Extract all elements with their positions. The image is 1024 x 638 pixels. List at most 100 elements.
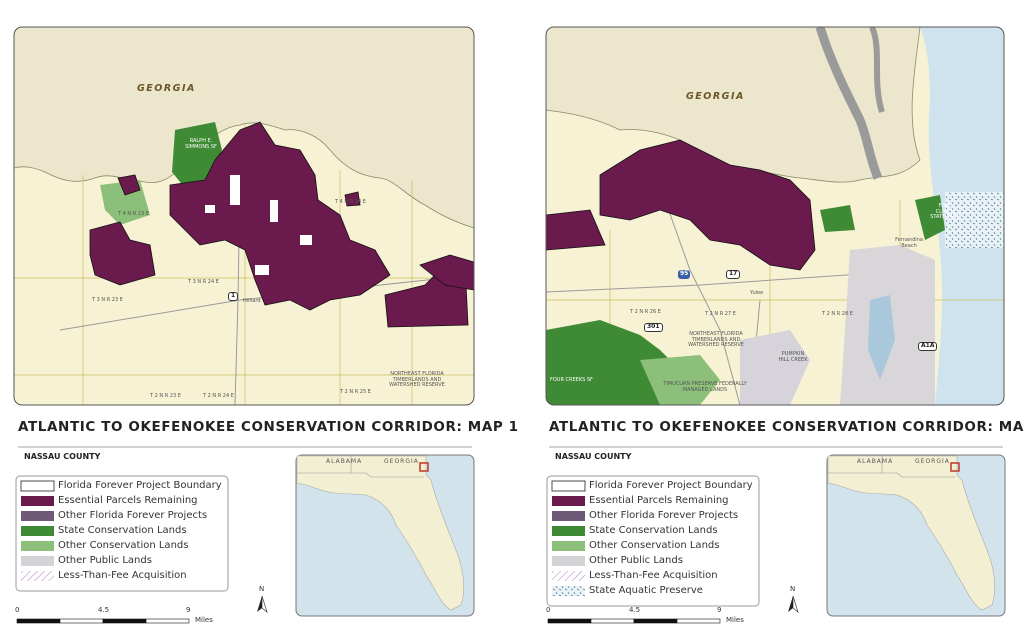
legend-swatch — [552, 556, 585, 566]
north-arrow — [792, 595, 799, 613]
map-label: RALPH E. SIMMONS SF — [185, 138, 217, 150]
essential-parcel — [89, 221, 156, 286]
legend-swatch — [551, 480, 586, 492]
county-name: NASSAU COUNTY — [24, 452, 101, 461]
north-label: N — [259, 585, 265, 593]
inset-label: ALABAMA — [857, 458, 894, 465]
map-title: ATLANTIC TO OKEFENOKEE CONSERVATION CORR… — [549, 419, 1024, 435]
inset-land — [296, 455, 465, 611]
parcel-gap — [205, 205, 215, 213]
map-label: T 4 N R 23 E — [118, 211, 149, 217]
legend-label: State Conservation Lands — [589, 525, 718, 536]
legend-swatch — [21, 526, 54, 536]
legend-swatch — [21, 541, 54, 551]
map-label: FORT CLINCH STATE PARK — [930, 203, 960, 220]
map-label: GEORGIA — [686, 91, 745, 102]
map-title: ATLANTIC TO OKEFENOKEE CONSERVATION CORR… — [18, 419, 519, 435]
legend-swatch — [552, 511, 585, 521]
georgia-land — [546, 27, 921, 183]
scale-label: 4.5 — [98, 606, 110, 614]
scale-segment — [590, 618, 635, 624]
essential-parcel — [599, 139, 816, 271]
inset-locator — [419, 462, 429, 472]
legend-label: Less-Than-Fee Acquisition — [589, 570, 718, 581]
map-label: 95 — [678, 270, 691, 279]
north-arrow — [257, 596, 262, 612]
map-label: Yulee — [750, 290, 764, 296]
map-label: FOUR CREEKS SF — [550, 377, 593, 383]
state-conservation-land — [915, 195, 945, 240]
inset-boundary — [828, 456, 955, 478]
legend-swatch — [552, 496, 585, 506]
aquatic-preserve — [945, 192, 1004, 248]
legend-label: Florida Forever Project Boundary — [58, 480, 222, 491]
map-label: Fernandina Beach — [895, 237, 923, 249]
legend-label: Other Public Lands — [58, 555, 152, 566]
other-conservation-land — [640, 355, 720, 405]
map-label: T 2 N R 25 E — [340, 389, 371, 395]
river — [815, 27, 883, 180]
inset-locator — [950, 462, 960, 472]
north-arrow — [261, 595, 268, 613]
inset-land — [827, 455, 996, 611]
legend-swatch — [552, 541, 585, 551]
legend-label: Less-Than-Fee Acquisition — [58, 570, 187, 581]
scale-segment — [633, 618, 678, 624]
inset-map — [826, 454, 1006, 617]
legend-label: Other Florida Forever Projects — [58, 510, 208, 521]
map-label: 301 — [644, 323, 663, 332]
scale-label: 0 — [15, 606, 20, 614]
legend-swatch — [21, 511, 54, 521]
legend-swatch — [21, 496, 54, 506]
map-label: T 4 N R 24 E — [335, 199, 366, 205]
scale-segment — [676, 618, 721, 624]
map-label: 17 — [726, 270, 741, 279]
scale-segment — [102, 618, 147, 624]
map-label: T 3 N R 24 E — [188, 279, 219, 285]
map-label: TIMUCUAN PRESERVE FEDERALLY MANAGED LAND… — [663, 381, 747, 393]
inset-label: GEORGIA — [384, 458, 419, 465]
inset-boundary — [297, 456, 424, 478]
scale-label: 9 — [717, 606, 722, 614]
legend-box — [546, 475, 760, 607]
scale-unit: Miles — [195, 616, 213, 624]
parcel-gap — [270, 200, 278, 222]
legend-label: Florida Forever Project Boundary — [589, 480, 753, 491]
map-1-frame — [13, 26, 475, 406]
map-label: T 2 N R 28 E — [822, 311, 853, 317]
parcel-gap — [300, 235, 312, 245]
essential-parcel — [117, 174, 141, 196]
map-2-frame — [545, 26, 1005, 406]
essential-parcel — [419, 254, 474, 291]
legend-label: Other Florida Forever Projects — [589, 510, 739, 521]
scale-segment — [547, 618, 592, 624]
legend-label: State Conservation Lands — [58, 525, 187, 536]
scale-unit: Miles — [726, 616, 744, 624]
north-arrow — [788, 596, 793, 612]
map-label: Hilliard — [243, 298, 261, 304]
scale-segment — [16, 618, 61, 624]
scale-label: 0 — [546, 606, 551, 614]
parcel-gap — [230, 175, 240, 205]
legend-swatch — [20, 480, 55, 492]
legend-swatch — [552, 526, 585, 536]
map-label: NORTHEAST FLORIDA TIMBERLANDS AND WATERS… — [389, 371, 445, 388]
map-label: GEORGIA — [137, 83, 196, 94]
map-2 — [546, 27, 1004, 405]
legend-label: Essential Parcels Remaining — [58, 495, 198, 506]
legend-label: Other Conservation Lands — [58, 540, 189, 551]
map-label: T 2 N R 23 E — [150, 393, 181, 399]
map-1 — [14, 27, 474, 405]
legend-label: Other Public Lands — [589, 555, 683, 566]
map-label: T 2 N R 26 E — [630, 309, 661, 315]
scale-label: 9 — [186, 606, 191, 614]
map-label: PUMPKIN HILL CREEK — [778, 351, 808, 363]
state-conservation-land — [820, 205, 855, 232]
parcel-gap — [255, 265, 269, 275]
map-label: T 2 N R 27 E — [705, 311, 736, 317]
map-label: NORTHEAST FLORIDA TIMBERLANDS AND WATERS… — [688, 331, 744, 348]
north-label: N — [790, 585, 796, 593]
